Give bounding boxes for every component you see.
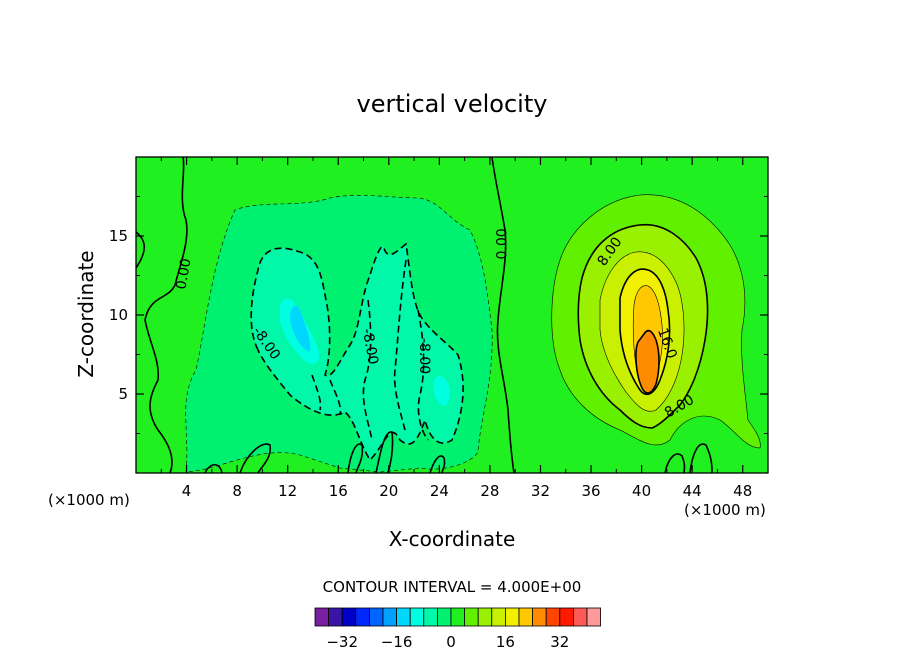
neg-contour-line-0 [362, 299, 373, 441]
colorbar-tick-label: 0 [446, 633, 456, 651]
contour-label: -8.00 [359, 327, 381, 365]
fill-neg12b [433, 375, 450, 406]
y-tick-label: 10 [109, 306, 128, 324]
zero-contour-line-7 [429, 455, 446, 473]
colorbar-swatch [450, 607, 466, 627]
colorbar-swatch [464, 607, 479, 627]
colorbar-swatch [328, 607, 343, 627]
fill-pos24 [635, 329, 660, 394]
colorbar-swatch [409, 607, 425, 627]
x-tick-label: 32 [531, 482, 550, 500]
x-tick-label: 16 [329, 482, 348, 500]
contour-interval-text: CONTOUR INTERVAL = 4.000E+00 [323, 578, 582, 596]
colorbar-tick-label: 32 [550, 633, 569, 651]
colorbar-swatch [532, 607, 547, 627]
colorbar-swatch [382, 607, 398, 627]
colorbar-tick-label: −16 [381, 633, 413, 651]
contour-label: -8.00 [416, 338, 432, 374]
neg-contour-line-1 [393, 259, 407, 431]
contour-plot-area [136, 157, 768, 473]
fill-neg8 [250, 242, 464, 462]
colorbar-swatch [573, 607, 588, 627]
y-tick-label: 15 [109, 227, 128, 245]
zero-contour-line-6 [375, 431, 394, 473]
colorbar-swatch [314, 607, 330, 627]
x-tick-label: 36 [581, 482, 600, 500]
x-tick-label: 40 [632, 482, 651, 500]
zero-contour-line-1 [491, 157, 515, 473]
zero-contour-line-5 [347, 443, 364, 473]
x-tick-label: 48 [733, 482, 752, 500]
colorbar-swatch [368, 607, 384, 627]
x-axis-label: X-coordinate [389, 527, 516, 551]
colorbar-swatch [341, 607, 357, 627]
x-units-label-right: (×1000 m) [684, 501, 766, 519]
colorbar-swatch [477, 607, 493, 627]
zero-contour-line-0 [144, 157, 188, 473]
x-tick-label: 12 [278, 482, 297, 500]
zero-contour-line-3 [204, 463, 223, 473]
zero-contour-line-9 [664, 453, 686, 473]
colorbar-swatch [355, 607, 370, 627]
colorbar-swatch [518, 607, 534, 627]
colorbar-swatch [559, 607, 574, 627]
fill-neg16 [290, 305, 311, 352]
colorbar-swatch [545, 607, 561, 627]
x-tick-label: 4 [182, 482, 192, 500]
zero-contour-line-8 [689, 443, 713, 473]
x-tick-label: 8 [232, 482, 242, 500]
y-axis-label: Z-coordinate [74, 250, 98, 377]
neg-contour-line-2 [417, 309, 429, 441]
neg-contour-line-4 [311, 374, 322, 411]
neg-contour-line-3 [329, 379, 342, 416]
zero-contour-line-4 [239, 443, 272, 473]
zero-contour-line-2 [136, 231, 146, 269]
x-tick-label: 28 [480, 482, 499, 500]
colorbar: −32 −16 0 16 32 [314, 607, 602, 651]
x-tick-label: 24 [430, 482, 449, 500]
colorbar-swatch [396, 607, 411, 627]
x-tick-label: 44 [683, 482, 702, 500]
x-tick-label: 20 [379, 482, 398, 500]
contour-label: 0.00 [495, 228, 511, 259]
colorbar-swatch [586, 607, 602, 627]
colorbar-swatch [436, 607, 452, 627]
colorbar-swatch [504, 607, 520, 627]
colorbar-swatch [423, 607, 438, 627]
colorbar-swatch [491, 607, 506, 627]
x-units-label: (×1000 m) [48, 491, 130, 509]
contour-label: 0.00 [173, 257, 194, 290]
chart-title: vertical velocity [357, 90, 548, 118]
colorbar-tick-label: −32 [326, 633, 358, 651]
y-tick-label: 5 [118, 385, 128, 403]
colorbar-tick-label: 16 [496, 633, 515, 651]
